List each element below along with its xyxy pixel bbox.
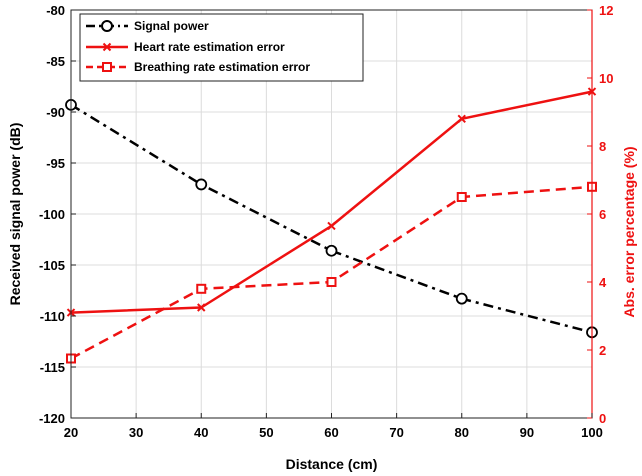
data-point [455, 292, 468, 305]
x-tick-label: 70 [389, 425, 403, 440]
data-point [327, 221, 336, 231]
x-tick-label: 100 [581, 425, 603, 440]
y-right-tick-label: 2 [599, 343, 606, 358]
x-tick-label: 80 [455, 425, 469, 440]
y-left-tick-label: -90 [46, 105, 65, 120]
series-line-0 [70, 103, 593, 334]
data-point [456, 192, 467, 202]
data-point [197, 303, 206, 312]
x-tick-label: 90 [520, 425, 534, 440]
series-layer [65, 87, 598, 364]
y-right-tick-label: 0 [599, 411, 606, 426]
x-tick-label: 60 [324, 425, 338, 440]
y-left-tick-label: -115 [40, 360, 65, 375]
y-right-tick-label: 6 [599, 207, 606, 222]
y-left-tick-label: -95 [46, 156, 65, 171]
legend-label-breathing-rate: Breathing rate estimation error [134, 60, 310, 74]
legend-marker-heart-rate [102, 42, 112, 52]
y-axis-label-right: Abs. error percentage (%) [621, 146, 637, 317]
x-tick-label: 30 [129, 425, 143, 440]
y-right-tick-label: 4 [599, 275, 607, 290]
data-point [196, 283, 207, 294]
y-left-tick-label: -80 [46, 3, 65, 18]
x-tick-label: 50 [259, 425, 273, 440]
legend-label-signal-power: Signal power [134, 19, 209, 33]
legend: Signal power Heart rate estimation error… [79, 13, 364, 82]
y-left-tick-label: -105 [39, 258, 65, 273]
legend-label-heart-rate: Heart rate estimation error [134, 40, 285, 54]
y-left-tick-label: -120 [39, 411, 65, 426]
x-axis-label: Distance (cm) [286, 456, 378, 472]
data-point [457, 114, 466, 124]
y-left-tick-label: -110 [40, 309, 65, 324]
legend-marker-signal-power [101, 20, 113, 32]
data-point [326, 277, 337, 287]
y-left-tick-label: -100 [39, 207, 65, 222]
x-tick-label: 20 [64, 425, 78, 440]
data-point [325, 244, 338, 257]
y-right-tick-label: 10 [599, 71, 613, 86]
y-left-tick-label: -85 [46, 54, 65, 69]
y-axis-label-left: Received signal power (dB) [7, 123, 23, 306]
y-right-tick-label: 8 [599, 139, 606, 154]
data-point [195, 178, 208, 191]
x-tick-label: 40 [194, 425, 208, 440]
y-right-tick-label: 12 [599, 3, 613, 18]
legend-marker-breathing-rate [102, 62, 112, 72]
tick-layer: 20 30 40 50 60 70 80 90 100-120-115-110-105-100-… [39, 3, 614, 440]
